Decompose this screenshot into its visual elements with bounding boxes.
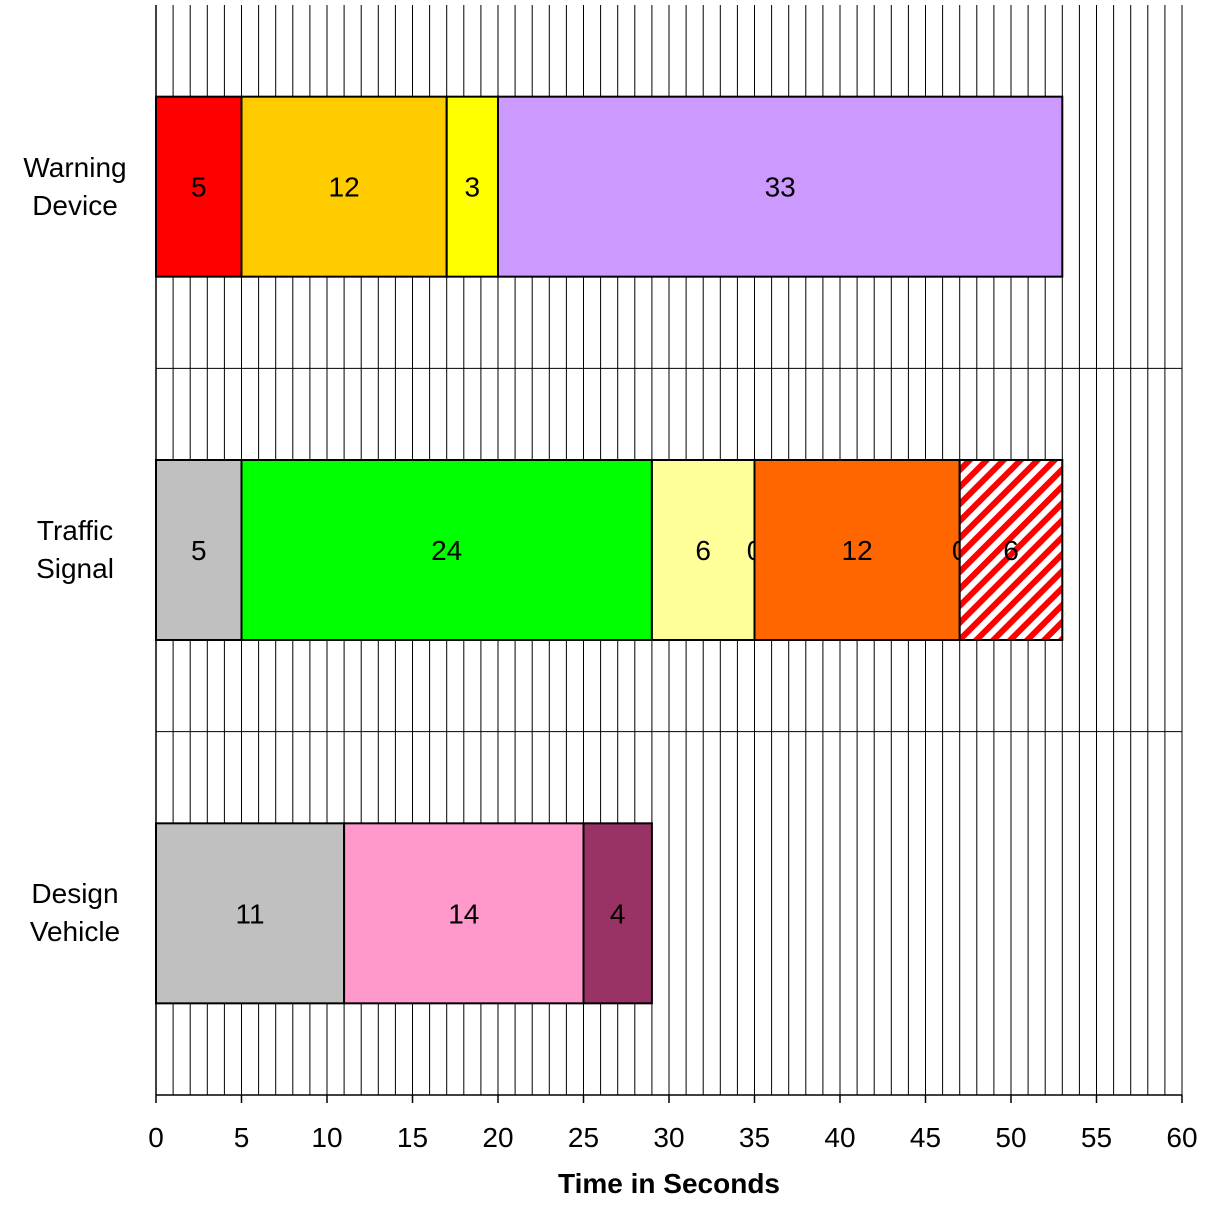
bar-segment (497, 95, 1064, 278)
data-label: 5 (191, 172, 207, 203)
bar-segment (445, 95, 500, 278)
x-tick-label: 60 (1166, 1122, 1197, 1153)
x-tick-label: 45 (910, 1122, 941, 1153)
data-label: 5 (191, 535, 207, 566)
x-tick-label: 10 (311, 1122, 342, 1153)
x-tick-label: 20 (482, 1122, 513, 1153)
bar-segment (155, 95, 243, 278)
category-label: Traffic Signal (0, 512, 150, 588)
category-label-line: Device (32, 189, 118, 221)
x-tick-label: 40 (824, 1122, 855, 1153)
data-label: 11 (236, 898, 265, 929)
category-label: Design Vehicle (0, 875, 150, 951)
x-tick-label: 50 (995, 1122, 1026, 1153)
x-tick-label: 15 (397, 1122, 428, 1153)
x-tick-label: 55 (1081, 1122, 1112, 1153)
bar-segment (240, 95, 448, 278)
category-label-line: Vehicle (29, 916, 121, 948)
data-label: 12 (329, 172, 360, 203)
bar-segment (155, 822, 346, 1005)
category-label-line: Traffic (36, 515, 114, 546)
data-label: 12 (842, 535, 873, 566)
bars: 51233352460120611144 (155, 95, 1064, 1005)
category-label-line: Signal (36, 553, 114, 584)
data-label: 14 (448, 898, 479, 929)
x-axis-title: Time in Seconds (558, 1168, 780, 1199)
data-label: 3 (465, 172, 481, 203)
data-label: 6 (1003, 535, 1019, 566)
category-label-line: Design (31, 878, 119, 910)
data-label: 4 (610, 898, 626, 929)
bar-segment (650, 459, 756, 641)
x-tick-label: 0 (148, 1122, 164, 1153)
x-tick-label: 5 (234, 1122, 250, 1153)
data-label: 24 (431, 535, 462, 566)
bar-segment (753, 459, 961, 641)
bar-segment (582, 822, 653, 1005)
x-tick-label: 30 (653, 1122, 684, 1153)
category-label-line: Warning (23, 151, 127, 183)
bar-segment (958, 459, 1064, 641)
data-label: 6 (695, 535, 711, 566)
x-tick-label: 35 (739, 1122, 770, 1153)
category-label: Warning Device (0, 149, 150, 225)
bar-segment (343, 822, 585, 1005)
data-label: 33 (765, 172, 796, 203)
x-axis: 0 5 10 15 20 25 30 35 40 45 50 55 60 (148, 5, 1198, 1153)
bar-segment (240, 459, 653, 641)
x-tick-label: 25 (568, 1122, 599, 1153)
